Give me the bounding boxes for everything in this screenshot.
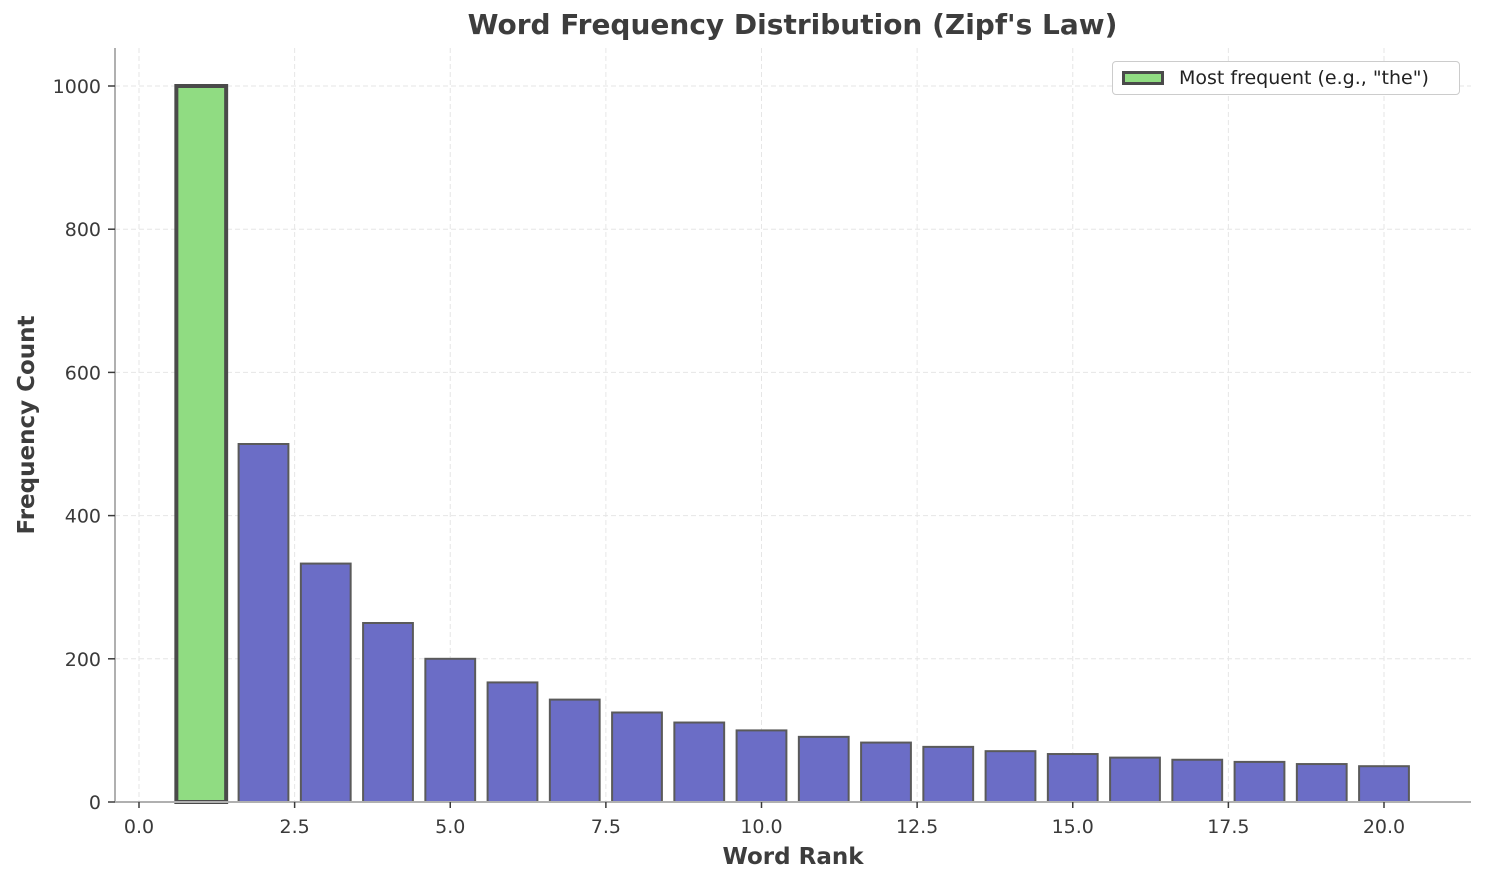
x-tick-label: 12.5	[896, 816, 938, 838]
bar	[548, 698, 601, 803]
bar	[984, 750, 1037, 803]
bar	[237, 443, 290, 803]
x-tick-label: 17.5	[1207, 816, 1249, 838]
bar	[424, 657, 477, 803]
y-tick-label: 600	[65, 362, 101, 384]
y-tick-label: 200	[65, 649, 101, 671]
bar	[299, 562, 352, 804]
bar-highlight	[174, 84, 229, 804]
axes: 0.0 2.5 5.0 7.5 10.0 12.5 15.0 17.5 20.0 0 200 400 6…	[53, 48, 1471, 838]
y-tick-label: 800	[65, 219, 101, 241]
y-tick-label: 1000	[53, 76, 101, 98]
legend: Most frequent (e.g., "the")	[1112, 61, 1460, 95]
x-tick-label: 0.0	[124, 816, 154, 838]
bar	[922, 745, 975, 803]
bar	[1295, 763, 1348, 803]
bar	[1358, 765, 1410, 804]
chart-title: Word Frequency Distribution (Zipf's Law)	[467, 8, 1118, 41]
bars	[174, 84, 1410, 804]
bar	[797, 735, 850, 803]
bar	[611, 711, 663, 803]
bar	[1171, 758, 1224, 803]
bar	[860, 741, 912, 804]
bar	[362, 622, 414, 803]
x-tick-label: 5.0	[435, 816, 465, 838]
bar	[735, 729, 788, 804]
y-axis-label: Frequency Count	[14, 315, 40, 534]
x-tick-label: 20.0	[1363, 816, 1405, 838]
bar	[1109, 756, 1161, 803]
x-tick-label: 7.5	[591, 816, 621, 838]
x-tick-label: 10.0	[740, 816, 782, 838]
y-tick-label: 400	[65, 506, 101, 528]
legend-swatch-icon	[1122, 71, 1164, 85]
y-tick-label: 0	[89, 792, 101, 814]
bar	[1233, 760, 1286, 803]
bar	[673, 721, 726, 803]
bar	[1046, 753, 1099, 804]
legend-label: Most frequent (e.g., "the")	[1179, 67, 1429, 89]
x-tick-label: 2.5	[280, 816, 310, 838]
bar	[486, 681, 539, 803]
x-axis-label: Word Rank	[722, 844, 864, 870]
x-tick-label: 15.0	[1052, 816, 1094, 838]
